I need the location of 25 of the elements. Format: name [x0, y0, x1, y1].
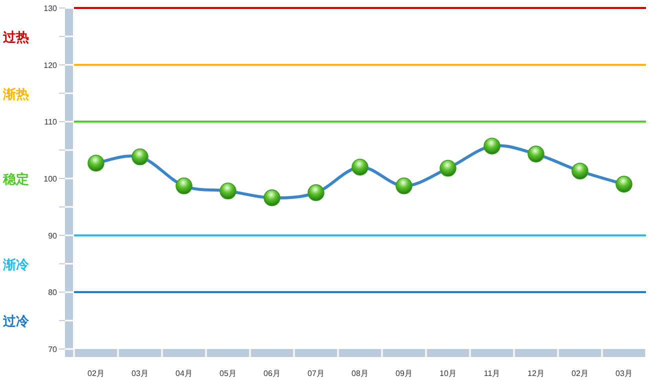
y-tick-label: 100 [44, 174, 58, 184]
x-tick-label: 11月 [484, 369, 500, 378]
ref-line-label: 过冷 [2, 314, 30, 329]
x-tick-label: 03月 [132, 369, 148, 378]
x-tick-label: 07月 [308, 369, 324, 378]
ref-line-label: 稳定 [2, 172, 29, 186]
ref-line-label: 渐冷 [2, 256, 30, 272]
y-tick-label: 110 [44, 118, 58, 127]
x-tick-label: 03月 [616, 369, 632, 378]
x-tick-label: 06月 [264, 369, 280, 378]
x-tick-label: 10月 [440, 369, 456, 378]
ref-line-label: 渐热 [2, 86, 29, 102]
x-tick-label: 09月 [396, 369, 412, 378]
x-tick-label: 04月 [176, 369, 192, 378]
x-tick-label: 02月 [572, 369, 588, 378]
y-tick-label: 130 [44, 4, 58, 13]
x-tick-label: 02月 [88, 369, 104, 378]
x-tick-label: 05月 [220, 369, 236, 378]
y-tick-label: 80 [48, 288, 58, 298]
y-tick-label: 70 [48, 345, 58, 354]
ref-line-label: 过热 [2, 29, 29, 44]
x-tick-label: 08月 [352, 369, 368, 378]
x-tick-label: 12月 [528, 369, 544, 378]
y-tick-label: 120 [44, 60, 58, 70]
y-tick-label: 90 [48, 231, 58, 240]
